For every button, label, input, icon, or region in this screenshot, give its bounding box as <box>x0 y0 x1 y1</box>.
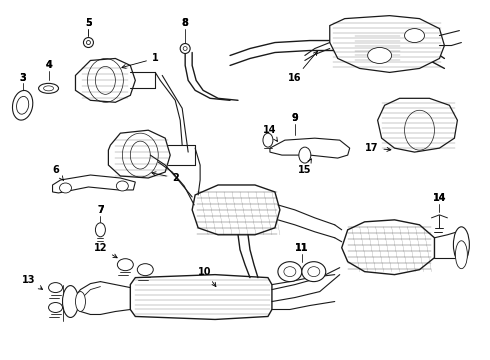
Text: 4: 4 <box>45 60 52 71</box>
Text: 5: 5 <box>85 18 92 28</box>
Ellipse shape <box>44 86 53 91</box>
Text: 15: 15 <box>298 159 312 175</box>
Polygon shape <box>270 138 350 158</box>
Polygon shape <box>108 130 170 178</box>
Ellipse shape <box>455 241 467 269</box>
Text: 9: 9 <box>292 113 298 123</box>
Circle shape <box>86 41 91 45</box>
Ellipse shape <box>278 262 302 282</box>
Text: 6: 6 <box>52 165 63 180</box>
Text: 8: 8 <box>182 18 189 28</box>
Ellipse shape <box>368 48 392 63</box>
Circle shape <box>180 44 190 54</box>
Text: 13: 13 <box>22 275 43 289</box>
Ellipse shape <box>49 302 63 312</box>
Ellipse shape <box>137 264 153 276</box>
Polygon shape <box>353 31 399 62</box>
Ellipse shape <box>116 181 128 191</box>
Ellipse shape <box>39 84 58 93</box>
Polygon shape <box>75 58 135 102</box>
Ellipse shape <box>284 267 296 276</box>
Text: 9: 9 <box>292 113 298 123</box>
Text: 8: 8 <box>182 18 189 28</box>
Text: 14: 14 <box>263 125 277 141</box>
Ellipse shape <box>263 133 273 147</box>
Text: 5: 5 <box>85 18 92 28</box>
Text: 14: 14 <box>433 193 446 203</box>
Ellipse shape <box>17 96 29 114</box>
Polygon shape <box>330 15 444 72</box>
Ellipse shape <box>453 227 469 263</box>
Text: 16: 16 <box>288 51 318 84</box>
Polygon shape <box>52 175 135 193</box>
Polygon shape <box>378 98 457 152</box>
Text: 7: 7 <box>97 205 104 215</box>
Polygon shape <box>130 275 272 319</box>
Text: 1: 1 <box>122 54 159 68</box>
Text: 12: 12 <box>94 243 117 258</box>
Ellipse shape <box>118 259 133 271</box>
Text: 2: 2 <box>152 172 178 183</box>
Ellipse shape <box>59 183 72 193</box>
Text: 10: 10 <box>198 267 216 287</box>
Text: 17: 17 <box>365 143 391 153</box>
Ellipse shape <box>405 28 424 42</box>
Text: 14: 14 <box>433 193 446 203</box>
Ellipse shape <box>302 262 326 282</box>
Ellipse shape <box>49 283 63 293</box>
Text: 11: 11 <box>295 243 309 253</box>
Ellipse shape <box>299 147 311 163</box>
Polygon shape <box>342 220 435 275</box>
Text: 3: 3 <box>19 73 26 84</box>
Text: 4: 4 <box>45 60 52 71</box>
Circle shape <box>183 46 187 50</box>
Text: 11: 11 <box>295 243 309 253</box>
Polygon shape <box>192 185 280 235</box>
Ellipse shape <box>308 267 320 276</box>
Text: 3: 3 <box>19 73 26 84</box>
Text: 7: 7 <box>97 205 104 215</box>
Circle shape <box>83 37 94 48</box>
Ellipse shape <box>63 285 78 318</box>
Ellipse shape <box>96 223 105 237</box>
Ellipse shape <box>75 292 85 311</box>
Ellipse shape <box>12 90 33 120</box>
